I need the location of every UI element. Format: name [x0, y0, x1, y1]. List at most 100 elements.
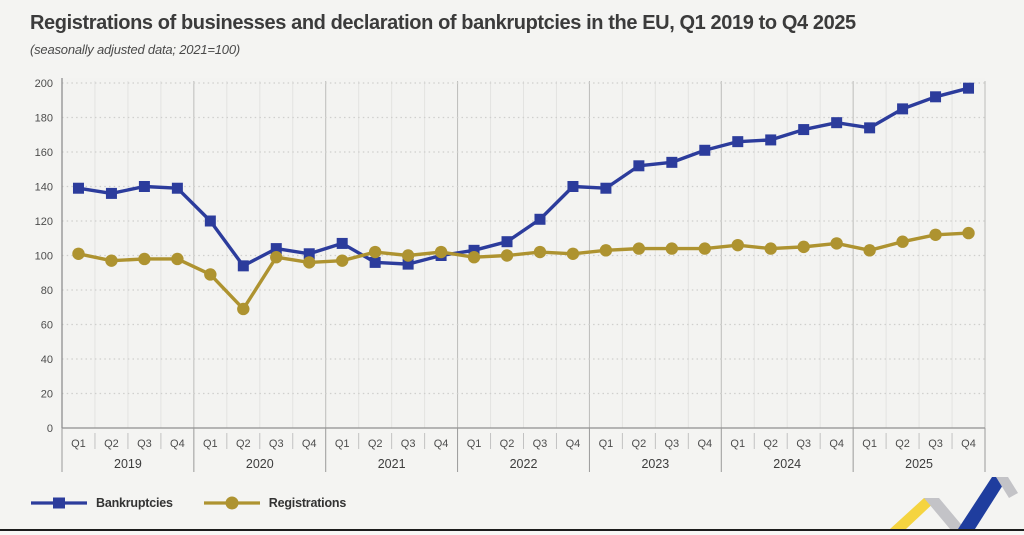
data-point-registrations — [698, 242, 712, 255]
data-point-bankruptcies — [468, 244, 480, 256]
data-point-bankruptcies — [237, 260, 249, 272]
data-point-bankruptcies — [402, 258, 414, 270]
legend-label-registrations: Registrations — [268, 496, 347, 510]
data-point-bankruptcies — [369, 256, 381, 268]
data-point-bankruptcies — [204, 215, 216, 227]
data-point-bankruptcies — [765, 134, 777, 146]
logo-blue-band — [958, 477, 1008, 529]
data-point-registrations — [962, 226, 975, 240]
x-quarter-label: Q4 — [170, 438, 185, 450]
x-quarter-label: Q1 — [467, 438, 482, 450]
data-point-registrations — [929, 228, 942, 241]
data-point-bankruptcies — [72, 182, 84, 194]
data-point-registrations — [599, 244, 613, 257]
data-point-bankruptcies — [534, 213, 546, 225]
x-quarter-label: Q1 — [335, 438, 350, 450]
data-point-bankruptcies — [963, 82, 975, 94]
x-quarter-label: Q4 — [829, 438, 844, 450]
x-year-label: 2023 — [641, 457, 669, 471]
y-tick-label: 20 — [41, 389, 53, 401]
y-tick-label: 80 — [41, 285, 53, 297]
data-point-registrations — [401, 249, 415, 262]
x-year-label: 2024 — [773, 457, 801, 471]
data-point-bankruptcies — [303, 248, 315, 260]
series-line-bankruptcies — [78, 86, 969, 268]
data-point-bankruptcies — [336, 237, 348, 249]
page-subtitle: (seasonally adjusted data; 2021=100) — [30, 42, 240, 57]
y-tick-label: 160 — [35, 147, 53, 159]
data-point-registrations — [797, 240, 810, 254]
data-point-bankruptcies — [930, 91, 942, 103]
data-point-registrations — [731, 238, 744, 252]
logo-gray-band — [924, 498, 965, 529]
x-quarter-label: Q4 — [566, 438, 581, 450]
bottom-border — [0, 529, 1024, 531]
data-point-registrations — [896, 235, 909, 248]
legend-item-bankruptcies: Bankruptcies — [30, 496, 173, 510]
x-quarter-label: Q3 — [137, 438, 152, 450]
data-point-registrations — [830, 237, 843, 250]
data-point-registrations — [533, 245, 547, 259]
chart-legend: Bankruptcies Registrations — [30, 496, 346, 510]
x-quarter-label: Q1 — [862, 438, 877, 450]
x-quarter-label: Q4 — [961, 438, 976, 450]
x-year-label: 2021 — [378, 457, 406, 471]
x-quarter-label: Q3 — [533, 438, 548, 450]
data-point-registrations — [863, 244, 876, 257]
data-point-bankruptcies — [138, 181, 150, 192]
x-quarter-label: Q2 — [500, 438, 515, 450]
x-quarter-label: Q3 — [928, 438, 943, 450]
data-point-registrations — [303, 256, 316, 269]
x-quarter-label: Q1 — [203, 438, 218, 450]
x-quarter-label: Q1 — [71, 438, 86, 450]
data-point-registrations — [566, 247, 580, 260]
y-tick-label: 120 — [35, 216, 53, 228]
bankruptcies-marker-icon — [31, 497, 87, 509]
series-line-registrations — [78, 231, 969, 311]
data-point-registrations — [138, 252, 151, 266]
data-point-registrations — [500, 249, 514, 262]
eurostat-logo — [890, 477, 1018, 529]
legend-label-bankruptcies: Bankruptcies — [96, 496, 173, 510]
data-point-bankruptcies — [600, 182, 612, 194]
y-tick-label: 140 — [35, 182, 53, 194]
x-quarter-label: Q2 — [104, 438, 119, 450]
x-quarter-label: Q1 — [599, 438, 614, 450]
data-point-bankruptcies — [798, 124, 810, 136]
data-point-bankruptcies — [567, 181, 579, 192]
x-quarter-label: Q2 — [895, 438, 910, 450]
data-point-registrations — [632, 242, 646, 255]
y-tick-label: 200 — [35, 78, 53, 90]
data-point-registrations — [72, 247, 85, 260]
data-point-bankruptcies — [732, 136, 744, 148]
x-quarter-label: Q1 — [730, 438, 745, 450]
y-tick-label: 0 — [47, 423, 53, 435]
data-point-bankruptcies — [633, 160, 645, 172]
x-year-label: 2019 — [114, 457, 142, 471]
x-quarter-label: Q2 — [632, 438, 647, 450]
logo-gray-cap — [996, 477, 1018, 498]
data-point-bankruptcies — [831, 117, 843, 129]
x-quarter-label: Q3 — [401, 438, 416, 450]
line-chart: 0 20 40 60 80 100 120 140 160 180 200 Q1 Q2 Q3 Q4 Q1 Q2 Q… — [35, 78, 986, 472]
data-point-registrations — [368, 245, 382, 259]
data-point-registrations — [237, 302, 250, 316]
x-quarter-label: Q2 — [763, 438, 778, 450]
data-point-bankruptcies — [105, 187, 117, 199]
x-quarter-label: Q3 — [796, 438, 811, 450]
data-point-registrations — [434, 245, 448, 259]
x-year-label: 2022 — [510, 457, 538, 471]
x-quarter-label: Q3 — [269, 438, 284, 450]
y-tick-label: 180 — [35, 113, 53, 125]
data-point-bankruptcies — [501, 236, 513, 248]
data-point-registrations — [270, 251, 283, 264]
below-border-strip — [0, 531, 1024, 535]
x-year-label: 2025 — [905, 457, 933, 471]
data-point-bankruptcies — [699, 144, 711, 156]
logo-yellow-band — [890, 498, 939, 529]
data-point-registrations — [764, 242, 777, 255]
data-point-registrations — [204, 268, 217, 281]
y-tick-label: 40 — [41, 354, 53, 366]
data-point-registrations — [105, 254, 118, 267]
